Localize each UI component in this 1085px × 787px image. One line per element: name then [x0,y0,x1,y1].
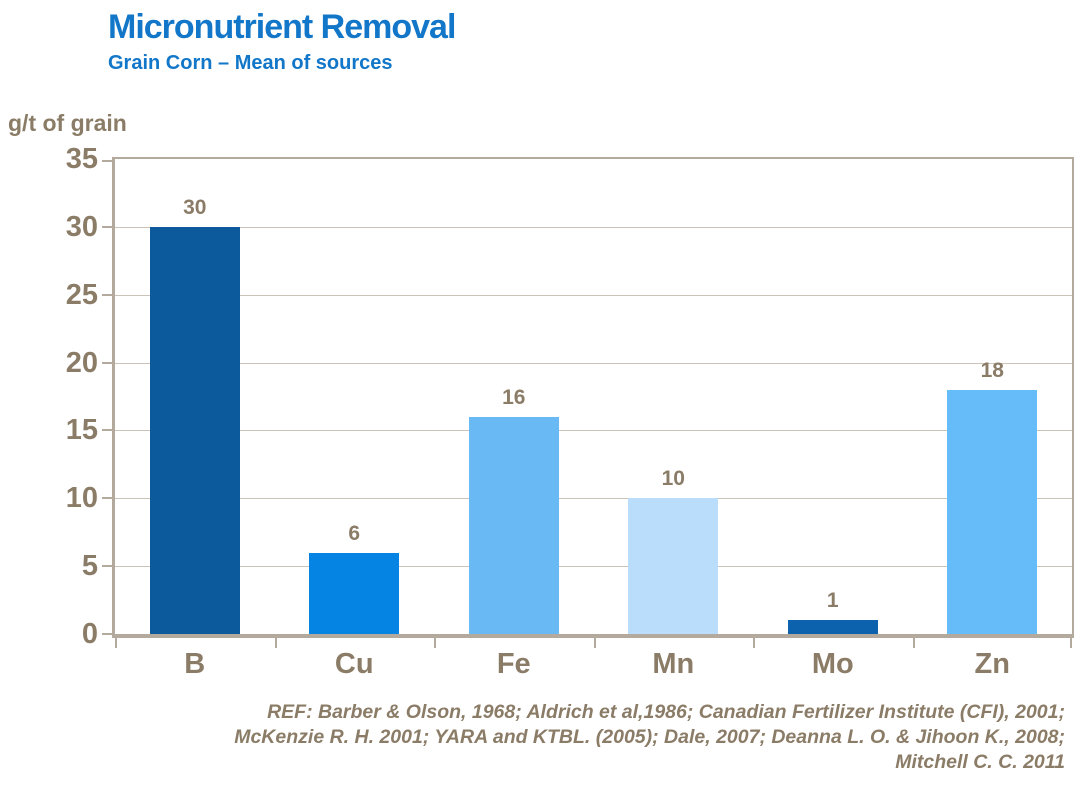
bar-value-label: 30 [183,195,207,219]
y-axis-label: 0 [81,618,98,650]
y-axis-label: 20 [65,346,98,379]
y-axis-tick [102,160,115,162]
bar-value-label: 6 [348,521,361,545]
x-axis-category-label: Mn [652,648,695,680]
x-axis-tick [115,638,117,648]
y-axis-label: 15 [65,414,98,447]
gridline [115,362,1072,364]
gridline [115,498,1072,500]
x-axis-tick [593,638,596,648]
reference-text: REF: Barber & Olson, 1968; Aldrich et al… [30,700,1065,775]
y-axis-label: 25 [65,278,98,311]
chart-subtitle: Grain Corn – Mean of sources [108,52,393,74]
bar-value-label: 18 [980,358,1004,382]
x-axis-tick [912,638,915,648]
bar-B [149,226,240,634]
y-axis-label: 30 [65,210,98,243]
bar-value-label: 1 [826,589,839,613]
gridline [115,226,1072,228]
gridline [115,566,1072,568]
bar-Fe [468,416,559,634]
y-axis-unit-label: g/t of grain [8,110,127,136]
y-axis-tick [102,497,115,500]
x-axis-category-label: Mo [811,648,854,680]
x-axis-tick [274,638,277,648]
bar-Mn [628,498,719,634]
gridline [115,294,1072,296]
reference-line: McKenzie R. H. 2001; YARA and KTBL. (200… [234,726,1065,748]
y-axis-tick [102,429,115,432]
y-axis-label: 35 [65,143,98,175]
reference-line: REF: Barber & Olson, 1968; Aldrich et al… [267,701,1065,723]
chart-title: Micronutrient Removal [108,8,456,46]
reference-line: Mitchell C. C. 2011 [895,751,1065,773]
x-axis-tick [753,638,755,648]
bar-Mo [787,620,878,634]
bar-value-label: 16 [502,385,526,409]
x-axis-tick [434,638,436,648]
y-axis-tick [102,293,115,296]
x-axis-category-label: Cu [334,648,374,680]
x-axis-category-label: B [184,648,206,680]
bar-Cu [309,552,400,634]
x-axis-category-label: Zn [974,648,1010,680]
gridline [115,430,1072,432]
y-axis-label: 5 [81,550,98,583]
x-axis-tick [1070,638,1072,648]
x-axis-category-label: Fe [496,648,531,680]
bar-chart-plot-area: 0 5 10 15 20 25 30 35 30 B 6 Cu 16 Fe 10 Mn 1 Mo 18 Zn [66,144,1074,680]
y-axis-label: 10 [65,482,98,515]
bar-value-label: 10 [661,467,685,491]
y-axis-tick [102,565,115,568]
y-axis-tick [102,633,115,635]
y-axis-tick [102,361,115,364]
bar-Zn [947,389,1038,634]
y-axis-tick [102,225,115,228]
